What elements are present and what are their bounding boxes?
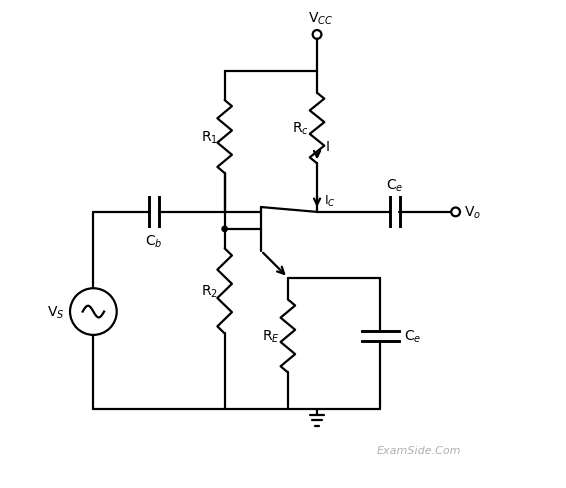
Text: I: I	[326, 140, 330, 154]
Text: R$_c$: R$_c$	[291, 121, 308, 137]
Text: V$_{CC}$: V$_{CC}$	[308, 10, 333, 27]
Text: V$_S$: V$_S$	[46, 304, 64, 320]
Text: R$_1$: R$_1$	[200, 129, 217, 145]
Text: R$_E$: R$_E$	[262, 328, 280, 345]
Circle shape	[222, 227, 228, 232]
Text: C$_e$: C$_e$	[386, 178, 404, 194]
Text: I$_C$: I$_C$	[324, 194, 336, 209]
Text: R$_2$: R$_2$	[200, 283, 217, 300]
Text: ExamSide.Com: ExamSide.Com	[377, 445, 461, 455]
Text: C$_e$: C$_e$	[404, 328, 421, 345]
Text: V$_o$: V$_o$	[464, 204, 482, 221]
Text: C$_b$: C$_b$	[145, 233, 163, 249]
